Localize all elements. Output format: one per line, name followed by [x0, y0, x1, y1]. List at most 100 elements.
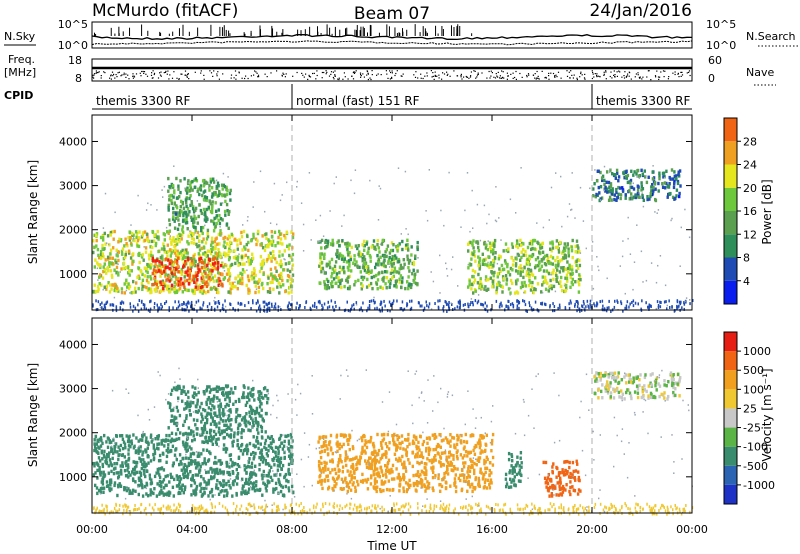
sparse-echo-dot [428, 169, 430, 171]
echo-cell [194, 271, 198, 275]
ground-scatter-cell [106, 505, 108, 508]
echo-cell [149, 287, 153, 291]
echo-cell [181, 225, 184, 229]
echo-cell [279, 273, 282, 277]
echo-cell [215, 279, 218, 283]
ground-scatter-cell [271, 305, 273, 308]
echo-cell [245, 477, 248, 482]
echo-cell [472, 239, 475, 243]
echo-cell [266, 257, 269, 262]
ground-scatter-cell [446, 504, 448, 508]
nave-dot [258, 76, 260, 78]
echo-cell [217, 248, 220, 252]
nave-dot [113, 73, 115, 75]
echo-cell [557, 250, 561, 254]
ground-scatter-cell [629, 507, 631, 511]
echo-cell [124, 265, 128, 270]
ground-scatter-cell [263, 305, 266, 309]
ground-scatter-cell [434, 302, 436, 305]
echo-cell [148, 473, 151, 477]
ground-scatter-cell [159, 507, 161, 511]
echo-cell [485, 288, 488, 292]
nave-dot [426, 72, 428, 74]
echo-cell [242, 255, 245, 259]
echo-cell [516, 245, 520, 250]
echo-cell [127, 286, 131, 291]
ground-scatter-cell [529, 304, 531, 308]
echo-cell [403, 262, 406, 266]
echo-cell [533, 238, 537, 243]
ground-scatter-cell [538, 507, 540, 510]
echo-cell [143, 285, 146, 289]
ground-scatter-cell [534, 300, 537, 304]
echo-cell [173, 477, 176, 482]
echo-cell [285, 434, 288, 439]
ground-scatter-cell [134, 508, 137, 512]
echo-cell [182, 254, 185, 258]
ground-scatter-cell [376, 306, 378, 310]
ground-scatter-cell [409, 505, 412, 509]
echo-cell [561, 288, 564, 293]
ground-scatter-cell [523, 299, 526, 303]
sparse-echo-dot [221, 202, 224, 204]
echo-cell [108, 458, 112, 462]
echo-cell [399, 274, 403, 278]
echo-cell [205, 196, 209, 200]
nave-dot [96, 72, 98, 74]
echo-cell [291, 490, 295, 495]
nave-dot [347, 78, 349, 80]
echo-cell [210, 195, 214, 199]
echo-cell [223, 245, 227, 250]
sparse-echo-dot [638, 177, 640, 179]
echo-cell [523, 266, 526, 270]
sparse-echo-dot [223, 270, 226, 272]
echo-cell [137, 253, 140, 257]
echo-cell [236, 472, 240, 476]
echo-cell [139, 445, 142, 449]
ground-scatter-cell [351, 304, 353, 308]
echo-cell [671, 177, 675, 181]
ground-scatter-cell [350, 307, 353, 311]
echo-cell [630, 192, 633, 196]
echo-cell [259, 262, 263, 266]
echo-cell [506, 262, 509, 267]
echo-cell [175, 457, 178, 462]
echo-cell [250, 239, 253, 243]
ground-scatter-cell [582, 506, 584, 510]
echo-cell [138, 230, 141, 234]
echo-cell [169, 248, 172, 252]
ground-scatter-cell [101, 503, 103, 507]
echo-cell [642, 198, 645, 202]
echo-cell [217, 283, 220, 287]
ground-scatter-cell [166, 506, 168, 510]
echo-cell [673, 174, 676, 178]
nave-dot [548, 75, 550, 77]
echo-cell [511, 245, 514, 249]
ground-scatter-cell [670, 505, 672, 509]
ground-scatter-cell [635, 510, 637, 514]
ground-scatter-cell [657, 304, 660, 307]
echo-cell [241, 268, 245, 272]
echo-cell [179, 209, 182, 213]
ground-scatter-cell [563, 509, 565, 513]
ground-scatter-cell [474, 299, 477, 303]
ground-scatter-cell [485, 504, 488, 508]
nave-dot [133, 75, 135, 77]
sparse-echo-dot [554, 290, 557, 293]
echo-cell [367, 269, 370, 273]
echo-cell [488, 241, 492, 245]
echo-cell [160, 261, 163, 265]
ground-scatter-cell [654, 512, 656, 516]
ground-scatter-cell [650, 506, 653, 510]
echo-cell [326, 263, 329, 267]
echo-cell [278, 458, 281, 463]
ground-scatter-cell [425, 509, 428, 513]
nave-dot [255, 71, 257, 73]
ground-scatter-cell [525, 503, 527, 507]
echo-cell [112, 246, 115, 250]
echo-cell [212, 262, 215, 266]
echo-cell [340, 257, 344, 261]
nave-dot [121, 74, 123, 76]
echo-cell [117, 471, 120, 475]
